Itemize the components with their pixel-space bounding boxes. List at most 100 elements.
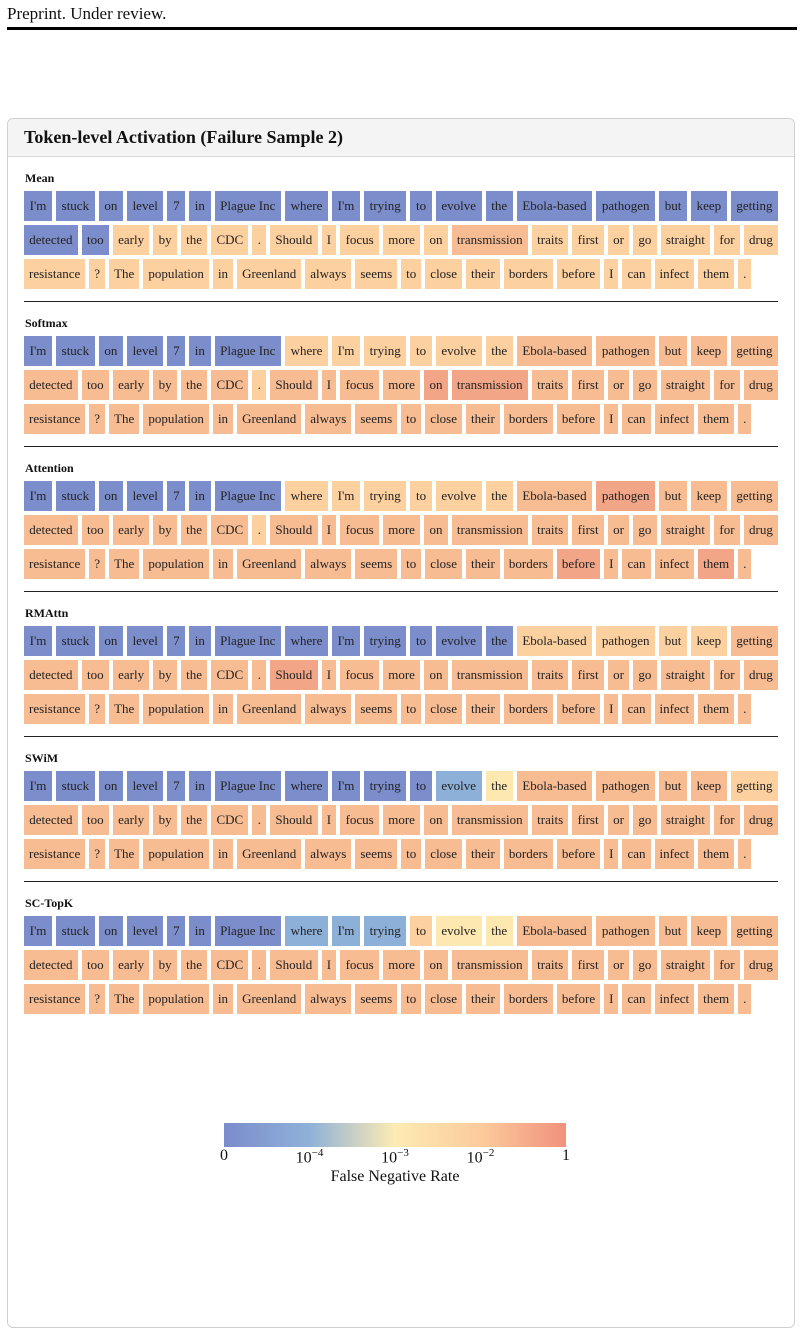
token: but [659,191,687,221]
header-rule [7,27,797,30]
token: level [126,916,164,946]
token: I [321,515,337,545]
token: getting [730,916,779,946]
token: their [466,694,500,724]
token: CDC [211,370,249,400]
token: on [98,916,123,946]
token: straight [660,805,711,835]
token: transmission [451,370,528,400]
colorbar-ticks: 0 10−4 10−3 10−2 1 [220,1147,570,1171]
token: where [285,916,329,946]
token: can [622,694,651,724]
token: Ebola-based [516,771,593,801]
token: I'm [24,626,53,656]
running-header: Preprint. Under review. [7,4,167,23]
token: in [212,549,234,579]
tick-base: 10 [295,1149,312,1167]
token: before [556,259,601,289]
token: first [572,225,604,255]
colorbar-tick-label: 10−4 [296,1147,324,1167]
token: stuck [56,191,95,221]
token: I'm [24,771,53,801]
token: focus [340,805,379,835]
token: by [153,805,177,835]
token: in [189,336,211,366]
token: I'm [332,626,361,656]
token: I'm [24,481,53,511]
token: I [321,225,337,255]
token: . [252,370,267,400]
token: in [212,839,234,869]
token: . [738,404,752,434]
token: trying [364,191,407,221]
token: level [126,481,164,511]
token: the [180,225,208,255]
token: stuck [56,771,95,801]
token: in [189,626,211,656]
token: before [556,549,601,579]
token: by [153,515,177,545]
token: Should [270,950,318,980]
token: population [143,984,209,1014]
token: where [285,336,329,366]
token: pathogen [596,481,656,511]
token: the [180,950,208,980]
token: too [81,805,109,835]
token-row: I'm stuck on level 7 in Plague Inc where I'm tryi… [24,626,779,724]
token: resistance [24,404,86,434]
token: on [98,191,123,221]
token: I'm [332,481,361,511]
token: getting [730,191,779,221]
token: I'm [332,336,361,366]
token: Ebola-based [516,191,593,221]
token: their [466,839,500,869]
token: to [410,336,432,366]
token: infect [654,839,695,869]
token: traits [531,950,569,980]
token: CDC [211,515,249,545]
token: on [424,370,448,400]
token: in [212,404,234,434]
token: before [556,839,601,869]
token: for [714,370,740,400]
token: on [98,336,123,366]
token: evolve [435,626,482,656]
token: close [425,259,463,289]
token: Ebola-based [516,481,593,511]
token: evolve [435,771,482,801]
token: I [604,259,619,289]
token: I'm [332,916,361,946]
token: to [401,404,422,434]
token: on [98,771,123,801]
token: Should [270,370,318,400]
token: drug [743,950,779,980]
row-filler [755,259,777,289]
token: on [424,805,448,835]
section-label: Attention [25,461,74,475]
token: I [604,839,619,869]
token: always [305,259,352,289]
token: pathogen [596,191,656,221]
token: in [212,694,234,724]
token: more [383,370,421,400]
token-row: I'm stuck on level 7 in Plague Inc where I'm tryi… [24,336,779,434]
token: their [466,984,500,1014]
colorbar-tick-label: 10−2 [467,1147,495,1167]
row-filler [755,839,777,869]
tick-exponent: −2 [482,1147,495,1159]
token: CDC [211,660,249,690]
token: Greenland [237,259,302,289]
token: transmission [451,950,528,980]
token: first [572,370,604,400]
token: I'm [24,336,53,366]
token: evolve [435,481,482,511]
token: drug [743,515,779,545]
token: traits [531,370,569,400]
token: for [714,225,740,255]
token: getting [730,771,779,801]
token: too [81,370,109,400]
token: to [401,839,422,869]
section: SWiM I'm stuck on level 7 in Plague Inc where I'm… [24,737,779,882]
token: Greenland [237,839,302,869]
token: before [556,694,601,724]
